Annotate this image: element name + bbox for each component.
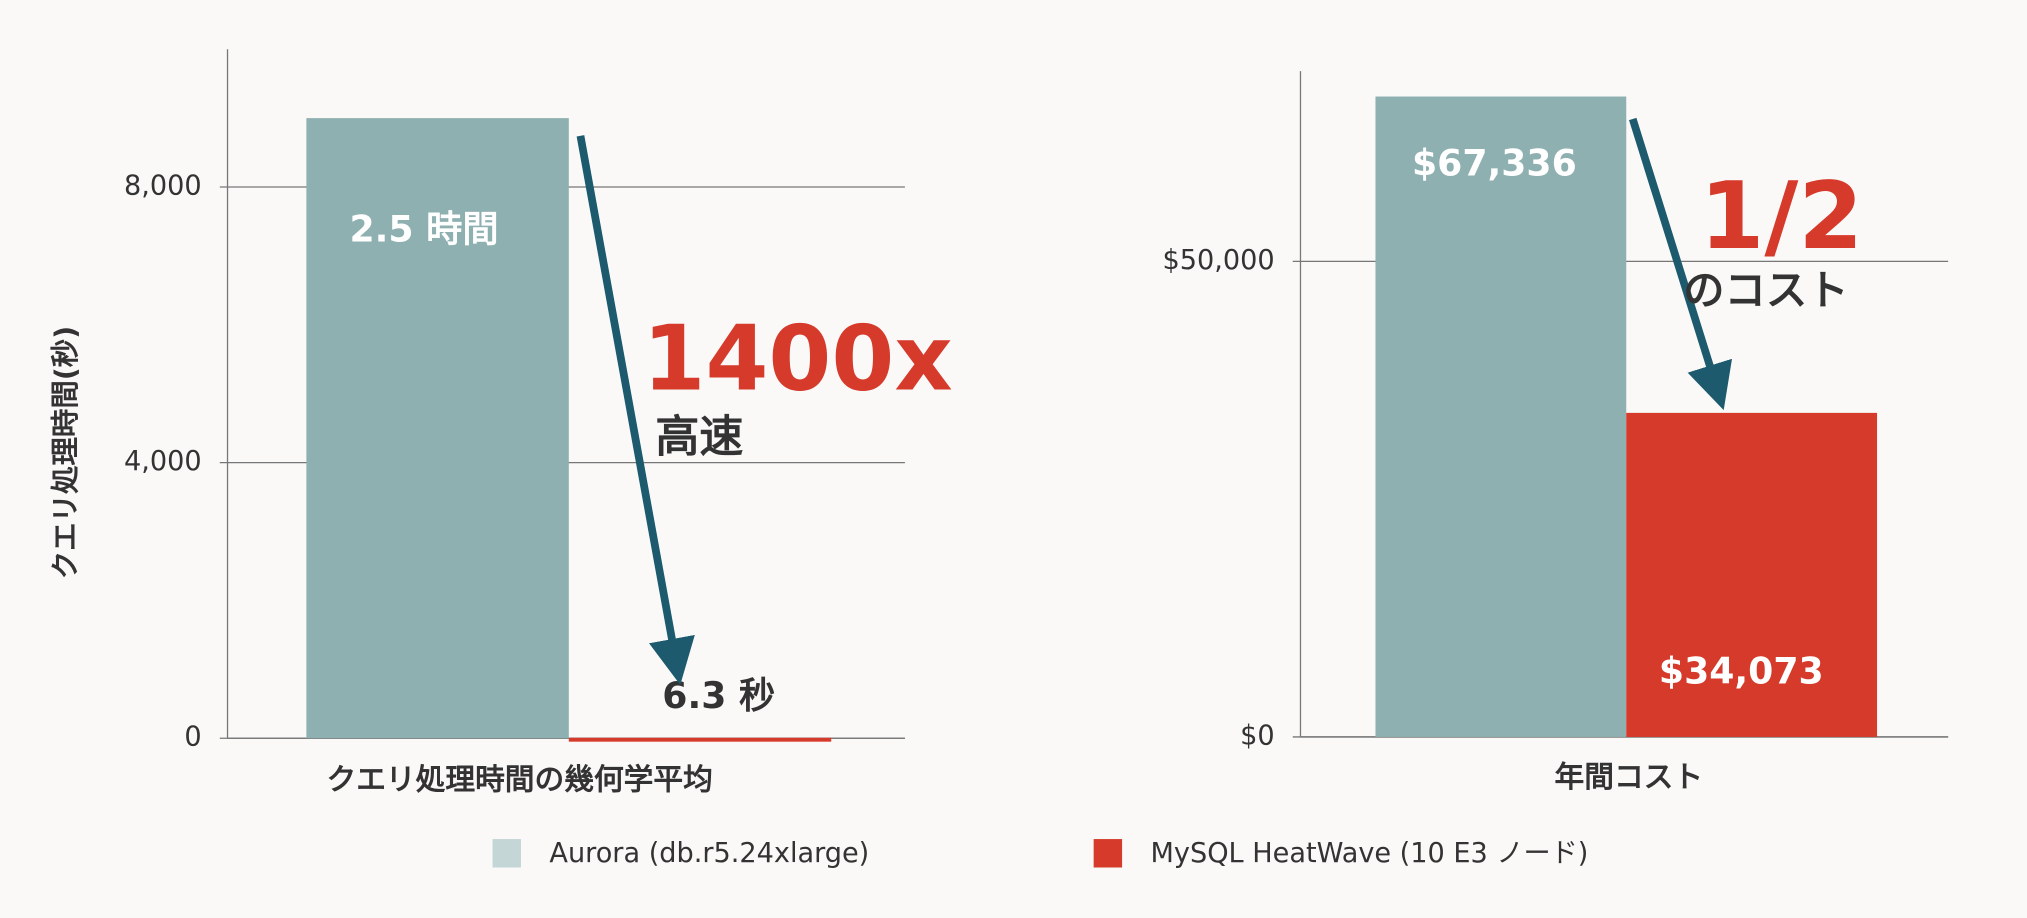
annotation: 高速 [655,412,743,463]
arrow [1629,117,1733,411]
annotation: 1/2 [1700,162,1864,270]
arrow [576,135,695,685]
legend-swatch [1093,839,1123,868]
bar [1626,412,1878,737]
value-label: 6.3 秒 [662,674,775,717]
legend-label: Aurora (db.r5.24xlarge) [549,838,869,869]
y-tick-label: $50,000 [1162,245,1274,276]
y-tick-label: $0 [1240,720,1275,751]
bar [306,118,569,739]
bar [568,737,832,742]
y-tick-label: 4,000 [124,446,202,477]
y-axis-label: クエリ処理時間(秒) [49,326,82,579]
y-tick-label: 8,000 [124,171,202,202]
annotation: 1400x [643,307,953,412]
value-label: $67,336 [1412,142,1577,185]
y-tick-label: 0 [184,722,201,753]
annotation: のコスト [1683,267,1848,315]
x-tick-label: クエリ処理時間の幾何学平均 [327,762,713,797]
value-label: $34,073 [1659,650,1824,693]
value-label: 2.5 時間 [349,207,498,250]
legend-swatch [492,839,521,868]
legend-label: MySQL HeatWave (10 E3 ノード) [1151,838,1589,869]
bar [1375,96,1627,737]
x-tick-label: 年間コスト [1555,760,1704,795]
